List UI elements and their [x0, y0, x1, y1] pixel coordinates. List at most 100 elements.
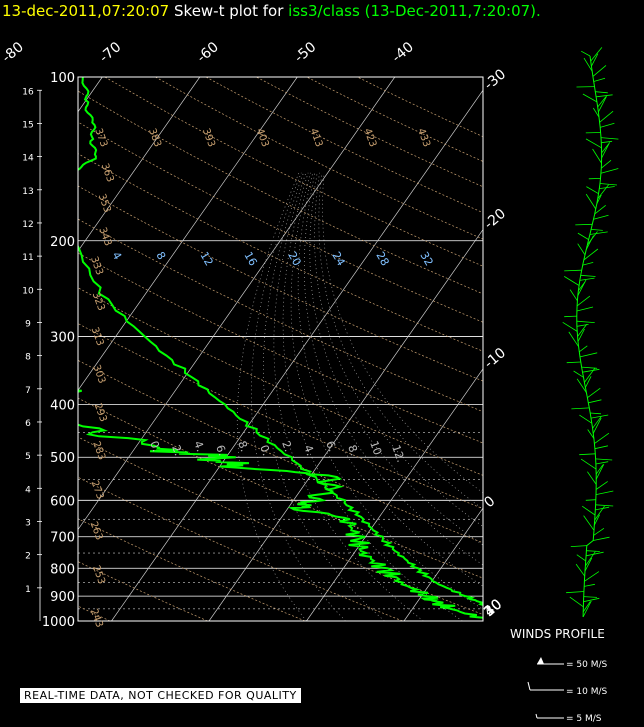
height-km-label-13: 13: [22, 187, 33, 197]
wind-barb: [580, 458, 597, 470]
wind-barb: [583, 248, 599, 261]
dry-adiabat-line: [78, 185, 483, 382]
wind-barb: [596, 194, 602, 205]
wind-barb: [585, 193, 597, 210]
mixing-ratio-label-24: 24: [329, 250, 347, 269]
wind-barb: [598, 96, 607, 113]
mixing-ratio-label-28: 28: [373, 250, 391, 269]
wind-barb: [585, 551, 604, 557]
wind-barb: [579, 277, 595, 281]
dry-adiabat-line: [78, 561, 208, 621]
wind-barb: [570, 545, 587, 547]
wind-barb: [577, 232, 589, 240]
dry-adiabat-label-273: 273: [89, 479, 106, 501]
moist-adiabat-line: [297, 172, 483, 587]
wind-barb: [601, 143, 610, 159]
wind-barb: [594, 445, 608, 450]
moist-adiabat-label-0.-5: 0.: [257, 443, 273, 457]
moist-adiabat-line: [236, 172, 307, 621]
wind-barb: [583, 57, 593, 72]
wind-barb: [579, 414, 593, 424]
isotherm-line: [502, 77, 644, 621]
isotherm-line: [0, 77, 5, 621]
wind-barb: [577, 279, 587, 296]
wind-barb: [575, 223, 593, 226]
height-km-label-2: 2: [25, 552, 31, 562]
wind-barb: [595, 506, 610, 511]
moist-adiabat-label-2.-6: 2.: [279, 439, 295, 453]
wind-barb: [600, 137, 619, 140]
wind-barb: [597, 184, 609, 200]
wind-barb: [587, 429, 595, 439]
height-km-label-6: 6: [25, 419, 31, 429]
wind-barb: [566, 591, 584, 594]
wind-barb: [594, 432, 610, 444]
wind-barb: [592, 416, 602, 429]
wind-barb: [584, 367, 596, 383]
pressure-label-800: 800: [50, 562, 75, 577]
wind-barb: [583, 596, 598, 598]
wind-barb: [566, 361, 581, 364]
height-km-label-10: 10: [22, 286, 34, 296]
moist-adiabat-label-8.-4: 8.: [235, 439, 251, 453]
wind-barb: [595, 481, 608, 490]
wind-barb: [582, 93, 598, 103]
pressure-label-700: 700: [50, 531, 75, 546]
wind-barb: [573, 370, 584, 378]
wind-barb: [593, 214, 609, 220]
wind-barb: [595, 504, 614, 507]
moist-adiabat-line: [309, 172, 483, 546]
wind-barb: [581, 505, 596, 516]
moist-adiabat-label-2.-1: 2.: [169, 443, 185, 457]
wind-barb: [568, 331, 579, 347]
wind-barb: [588, 399, 602, 404]
wind-barb: [594, 505, 605, 521]
mixing-ratio-label-32: 32: [417, 250, 435, 269]
wind-barb: [585, 235, 594, 250]
moist-adiabat-line: [322, 172, 483, 494]
wind-barb: [577, 328, 585, 342]
wind-barb: [597, 96, 607, 108]
height-km-label-15: 15: [22, 120, 33, 130]
wind-barb: [569, 596, 584, 608]
wind-barb: [585, 551, 596, 567]
wind-barb: [584, 583, 595, 587]
moist-adiabat-label-4.-7: 4.: [301, 443, 317, 457]
wind-legend-10: = 10 M/S: [566, 687, 608, 697]
title-station: iss3/class: [288, 2, 360, 20]
moist-adiabat-line: [282, 172, 463, 621]
wind-barb: [593, 527, 605, 536]
wind-barb: [596, 94, 613, 98]
dry-adiabat-label-413: 413: [307, 127, 324, 149]
winds-profile-barbs: [562, 47, 619, 618]
wind-barb: [593, 536, 610, 541]
dry-adiabat-label-263: 263: [88, 520, 105, 542]
height-km-label-4: 4: [25, 485, 31, 495]
moist-adiabat-line: [251, 172, 346, 621]
wind-barb: [576, 306, 594, 312]
mixing-ratio-label-4: 4: [109, 250, 124, 263]
wind-barb: [586, 186, 599, 195]
pressure-label-1000: 1000: [42, 615, 75, 630]
wind-barb: [583, 597, 600, 603]
wind-barb: [591, 229, 603, 231]
height-km-label-1: 1: [25, 585, 31, 595]
wind-barb: [586, 550, 600, 552]
pressure-label-100: 100: [50, 71, 75, 86]
moist-adiabat-label-10.-10: 10.: [367, 439, 385, 460]
temperature-label--30: -30: [481, 66, 509, 93]
wind-barb: [592, 65, 607, 77]
dry-adiabat-line: [78, 518, 306, 621]
wind-legend-symbol-50: [537, 657, 564, 665]
dry-adiabat-label-243: 243: [88, 607, 105, 629]
pressure-label-300: 300: [50, 331, 75, 346]
wind-barb: [592, 148, 602, 164]
wind-barb: [582, 262, 594, 266]
dry-adiabat-label-253: 253: [90, 564, 107, 586]
height-km-label-12: 12: [22, 220, 33, 230]
temperature-label--70: -70: [97, 39, 125, 66]
wind-barb: [576, 378, 587, 393]
title-date: 13-dec-2011,07:20:07: [2, 2, 170, 20]
height-km-label-7: 7: [25, 386, 31, 396]
